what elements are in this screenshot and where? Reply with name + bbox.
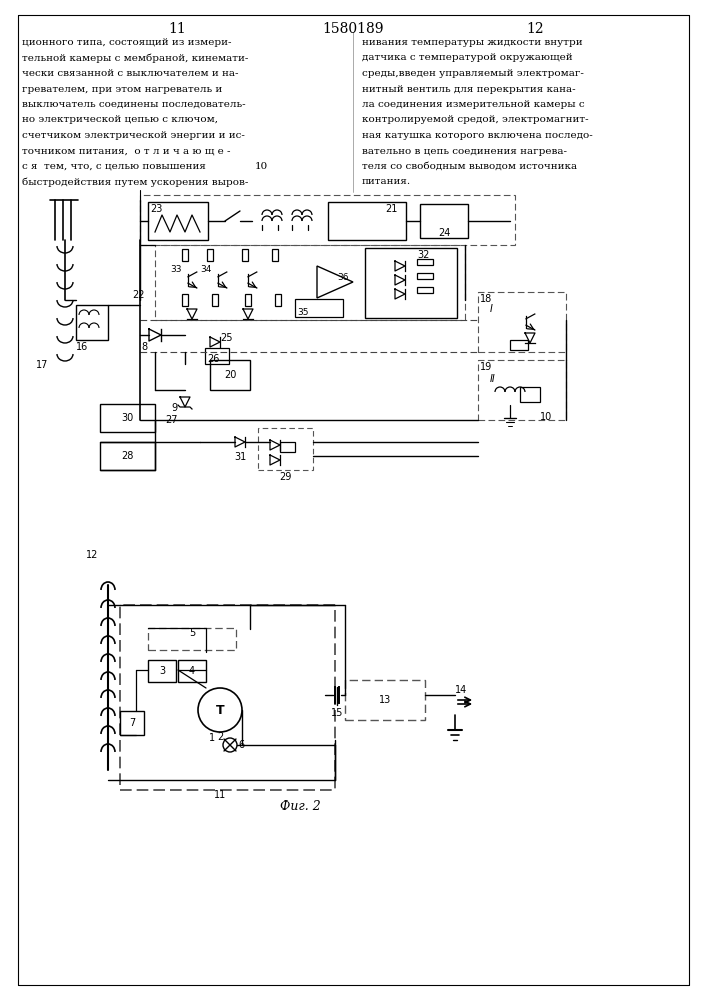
Text: Фиг. 2: Фиг. 2 [280, 800, 320, 813]
Text: быстродействия путем ускорения выров-: быстродействия путем ускорения выров- [22, 178, 248, 187]
Bar [148, 628, 236, 650]
Bar [417, 287, 433, 293]
Bar [182, 294, 188, 306]
Bar [212, 294, 218, 306]
Bar [295, 299, 343, 317]
Text: гревателем, при этом нагреватель и: гревателем, при этом нагреватель и [22, 85, 222, 94]
Bar [155, 245, 465, 320]
Bar [207, 249, 213, 261]
Bar [148, 660, 176, 682]
Bar [420, 204, 468, 238]
Bar [258, 428, 313, 470]
Bar [328, 202, 406, 240]
Bar [76, 305, 108, 340]
Text: нитный вентиль для перекрытия кана-: нитный вентиль для перекрытия кана- [362, 85, 575, 94]
Text: I: I [490, 304, 493, 314]
Text: 22: 22 [132, 290, 144, 300]
Text: 4: 4 [189, 666, 195, 676]
Text: 26: 26 [207, 354, 219, 364]
Text: 21: 21 [385, 204, 398, 214]
Text: 12: 12 [526, 22, 544, 36]
Text: 15: 15 [331, 708, 343, 718]
Bar [478, 360, 566, 420]
Bar [120, 605, 335, 790]
Text: 23: 23 [150, 204, 163, 214]
Text: 19: 19 [480, 362, 492, 372]
Bar [148, 202, 208, 240]
Text: теля со свободным выводом источника: теля со свободным выводом источника [362, 162, 577, 171]
Text: тельной камеры с мембраной, кинемати-: тельной камеры с мембраной, кинемати- [22, 53, 248, 63]
Text: 17: 17 [35, 360, 48, 370]
Text: питания.: питания. [362, 178, 411, 186]
Text: 36: 36 [337, 272, 349, 282]
Bar [510, 340, 528, 350]
Bar [210, 360, 250, 390]
Text: чески связанной с выключателем и на-: чески связанной с выключателем и на- [22, 69, 238, 78]
Bar [280, 442, 295, 452]
Text: ла соединения измерительной камеры с: ла соединения измерительной камеры с [362, 100, 585, 109]
Text: 5: 5 [189, 628, 195, 638]
Text: 11: 11 [168, 22, 186, 36]
Text: 2: 2 [217, 732, 223, 742]
Bar [417, 273, 433, 279]
Text: 10: 10 [540, 412, 552, 422]
Text: 6: 6 [238, 740, 244, 750]
Bar [178, 660, 206, 682]
Bar [478, 292, 566, 352]
Bar [100, 442, 155, 470]
Bar [242, 249, 248, 261]
Text: ная катушка которого включена последо-: ная катушка которого включена последо- [362, 131, 592, 140]
Text: 8: 8 [142, 342, 148, 352]
Bar [275, 294, 281, 306]
Text: нивания температуры жидкости внутри: нивания температуры жидкости внутри [362, 38, 583, 47]
Text: 30: 30 [121, 413, 133, 423]
Text: 33: 33 [170, 265, 182, 274]
Text: 3: 3 [159, 666, 165, 676]
Text: T: T [216, 704, 224, 716]
Bar [120, 711, 144, 735]
Text: 12: 12 [86, 550, 98, 560]
Text: 18: 18 [480, 294, 492, 304]
Text: счетчиком электрической энергии и ис-: счетчиком электрической энергии и ис- [22, 131, 245, 140]
Text: датчика с температурой окружающей: датчика с температурой окружающей [362, 53, 573, 62]
Text: 7: 7 [129, 718, 135, 728]
Bar [205, 348, 229, 364]
Text: ционного типа, состоящий из измери-: ционного типа, состоящий из измери- [22, 38, 231, 47]
Bar [417, 259, 433, 265]
Text: выключатель соединены последователь-: выключатель соединены последователь- [22, 100, 245, 109]
Text: 31: 31 [234, 452, 246, 462]
Text: 16: 16 [76, 342, 88, 352]
Text: 13: 13 [379, 695, 391, 705]
Text: 27: 27 [165, 415, 178, 425]
Bar [245, 294, 251, 306]
Text: с я  тем, что, с целью повышения: с я тем, что, с целью повышения [22, 162, 206, 171]
Text: 1: 1 [209, 733, 215, 743]
Text: 35: 35 [297, 308, 308, 317]
Bar [365, 248, 457, 318]
Bar [345, 680, 425, 720]
Text: вательно в цепь соединения нагрева-: вательно в цепь соединения нагрева- [362, 146, 567, 155]
Text: II: II [490, 374, 496, 384]
Text: 28: 28 [121, 451, 133, 461]
Text: 20: 20 [224, 370, 236, 380]
Text: контролируемой средой, электромагнит-: контролируемой средой, электромагнит- [362, 115, 589, 124]
Text: но электрической цепью с ключом,: но электрической цепью с ключом, [22, 115, 218, 124]
Text: 11: 11 [214, 790, 226, 800]
Text: 9: 9 [172, 403, 178, 413]
Bar [140, 195, 515, 245]
Text: среды,введен управляемый электромаг-: среды,введен управляемый электромаг- [362, 69, 584, 78]
Text: точником питания,  о т л и ч а ю щ е -: точником питания, о т л и ч а ю щ е - [22, 146, 230, 155]
Text: 29: 29 [279, 472, 291, 482]
Text: 1580189: 1580189 [322, 22, 384, 36]
Text: 32: 32 [418, 250, 430, 260]
Text: 34: 34 [201, 265, 212, 274]
Bar [520, 387, 540, 402]
Bar [100, 404, 155, 432]
Bar [182, 249, 188, 261]
Text: 14: 14 [455, 685, 467, 695]
Text: 24: 24 [438, 228, 450, 238]
Text: 10: 10 [255, 162, 268, 171]
Bar [272, 249, 278, 261]
Text: 25: 25 [220, 333, 233, 343]
